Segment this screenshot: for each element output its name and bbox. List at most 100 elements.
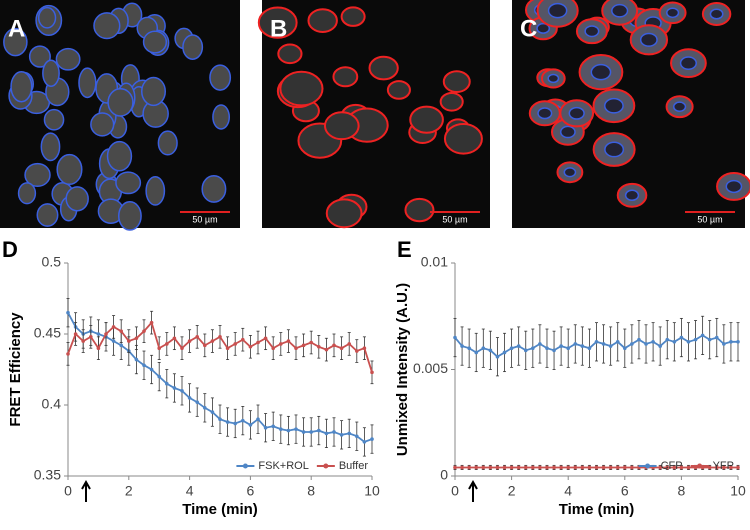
nucleus: [212, 104, 231, 130]
data-point: [559, 344, 563, 348]
data-point: [339, 346, 344, 351]
cell: [404, 197, 435, 223]
data-point: [615, 465, 620, 470]
data-point: [119, 329, 123, 333]
data-point: [324, 431, 329, 436]
nucleus: [547, 2, 568, 19]
x-tick-label: 0: [451, 483, 459, 499]
data-point: [729, 465, 733, 470]
data-point: [736, 465, 740, 470]
nucleus: [639, 32, 658, 47]
data-point: [218, 335, 222, 339]
data-point: [460, 465, 464, 470]
nucleus: [78, 67, 97, 99]
data-point: [707, 337, 712, 342]
data-point: [608, 465, 613, 470]
data-point: [707, 465, 712, 470]
data-point: [509, 465, 514, 470]
data-point: [134, 357, 139, 362]
cell: [409, 105, 444, 134]
data-point: [263, 336, 268, 341]
data-point: [279, 427, 283, 431]
data-point: [347, 431, 352, 436]
data-point: [339, 433, 344, 437]
nucleus: [603, 97, 624, 114]
data-point: [104, 332, 108, 336]
data-point: [736, 340, 740, 344]
data-point: [615, 340, 620, 344]
x-tick-label: 10: [730, 483, 746, 499]
nucleus: [679, 56, 697, 70]
nucleus: [28, 45, 51, 68]
data-point: [623, 346, 627, 351]
data-point: [531, 465, 535, 470]
data-point: [488, 465, 493, 470]
nucleus: [611, 3, 629, 18]
nucleus: [142, 30, 168, 54]
data-point: [286, 428, 291, 433]
data-point: [127, 339, 131, 343]
data-point: [714, 335, 719, 340]
nucleus: [36, 203, 59, 227]
data-point: [700, 333, 705, 338]
data-point: [81, 339, 85, 343]
data-point: [559, 465, 563, 470]
data-point: [96, 346, 101, 351]
data-point: [370, 437, 374, 441]
data-point: [573, 342, 578, 346]
nucleus: [106, 140, 133, 172]
cell: [368, 55, 399, 81]
nucleus: [209, 64, 232, 91]
data-point: [111, 325, 116, 329]
data-point: [495, 465, 500, 470]
data-point: [672, 465, 677, 470]
data-point: [545, 465, 549, 470]
y-tick-label: 0.005: [413, 360, 448, 376]
data-point: [516, 344, 521, 348]
data-point: [679, 335, 684, 340]
x-tick-label: 2: [508, 483, 516, 499]
legend-marker: [323, 463, 329, 469]
data-point: [672, 340, 677, 344]
data-point: [552, 465, 556, 470]
x-axis-label: Time (min): [182, 501, 258, 518]
nucleus: [10, 71, 33, 103]
data-point: [580, 344, 585, 348]
nucleus: [547, 73, 560, 84]
panel-label: B: [270, 15, 287, 42]
x-tick-label: 0: [64, 483, 72, 499]
data-point: [566, 465, 570, 470]
data-point: [545, 346, 549, 351]
data-point: [658, 344, 662, 348]
data-point: [594, 340, 599, 344]
y-tick-label: 0.5: [42, 254, 62, 270]
data-point: [187, 339, 192, 343]
data-point: [453, 335, 457, 340]
nucleus: [563, 167, 577, 178]
data-point: [729, 340, 733, 344]
data-point: [601, 465, 606, 470]
y-axis-label: FRET Efficiency: [7, 312, 24, 427]
cell: [279, 70, 324, 107]
nucleus: [65, 186, 89, 212]
nucleus: [182, 34, 204, 60]
data-point: [523, 348, 528, 353]
data-point: [294, 346, 298, 351]
data-point: [453, 465, 457, 470]
data-point: [509, 346, 514, 351]
data-point: [172, 336, 177, 341]
data-point: [686, 465, 691, 470]
x-tick-label: 4: [186, 483, 194, 499]
cell-outlines: [524, 0, 750, 208]
nucleus: [3, 27, 28, 57]
data-point: [355, 434, 359, 439]
data-point: [467, 346, 471, 351]
scale-bar-label: 50 µm: [442, 214, 467, 224]
data-point: [149, 320, 154, 325]
nucleus: [141, 76, 167, 107]
data-point: [587, 346, 592, 351]
panel-label: D: [2, 237, 18, 262]
cell-outlines: [3, 2, 232, 231]
scale-bar-label: 50 µm: [192, 214, 217, 224]
